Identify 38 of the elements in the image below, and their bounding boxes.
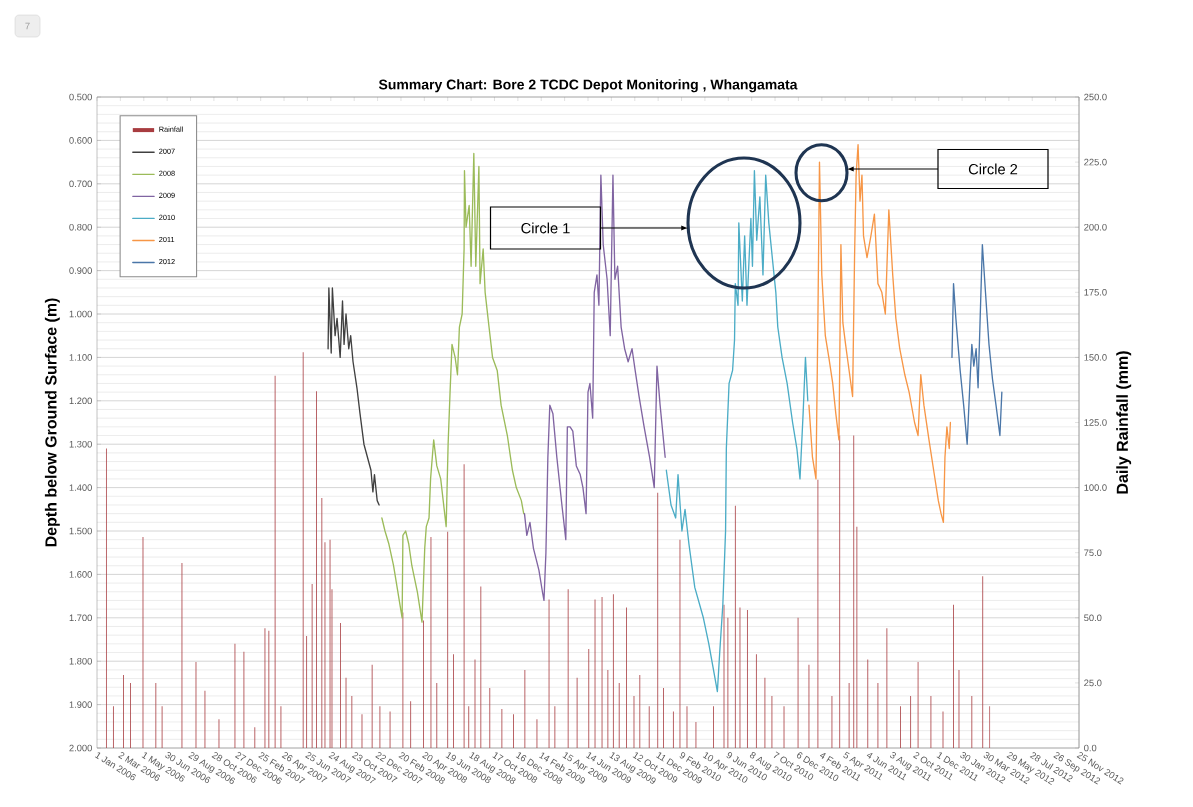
y-axis-title: Depth below Ground Surface (m) xyxy=(44,298,60,547)
y2-tick-label: 50.0 xyxy=(1084,614,1102,622)
chart-title: Summary Chart: Bore 2 TCDC Depot Monitoring , Whangamata xyxy=(378,79,798,93)
y-tick-label: 1.400 xyxy=(69,484,92,491)
y-tick-label: 1.900 xyxy=(69,701,92,708)
line-series xyxy=(951,243,1003,445)
y-tick-label: 1.800 xyxy=(69,657,92,665)
y-tick-label: 1.200 xyxy=(69,397,92,405)
line-series xyxy=(327,287,380,506)
y2-tick-label: 250.0 xyxy=(1084,93,1107,101)
annotation: Circle 1 xyxy=(521,222,570,234)
y-tick-label: 0.500 xyxy=(69,93,92,101)
y-tick-label: 1.700 xyxy=(69,614,92,622)
y2-axis-title: Daily Rainfall (mm) xyxy=(1116,351,1132,494)
y2-tick-label: 75.0 xyxy=(1084,549,1102,556)
text: 7 xyxy=(25,22,30,30)
line-series xyxy=(523,174,666,602)
annotation: Circle 2 xyxy=(968,163,1018,175)
line-series xyxy=(808,144,952,523)
y2-tick-label: 125.0 xyxy=(1084,419,1107,426)
y-tick-label: 2.000 xyxy=(69,744,92,752)
y-tick-label: 1.500 xyxy=(69,527,92,535)
y2-tick-label: 150.0 xyxy=(1084,354,1107,361)
y2-tick-label: 225.0 xyxy=(1084,158,1107,166)
y-tick-label: 0.800 xyxy=(69,223,92,231)
y-tick-label: 1.300 xyxy=(69,440,92,448)
y2-tick-label: 25.0 xyxy=(1084,679,1102,687)
y-tick-label: 0.600 xyxy=(69,137,92,144)
y2-tick-label: 200.0 xyxy=(1084,223,1107,231)
y-tick-label: 0.900 xyxy=(69,267,92,274)
y2-tick-label: 100.0 xyxy=(1084,484,1107,491)
y2-tick-label: 175.0 xyxy=(1084,289,1107,296)
line-series xyxy=(665,170,809,693)
y-tick-label: 1.600 xyxy=(69,571,92,578)
y-tick-label: 0.700 xyxy=(69,180,92,188)
y-tick-label: 1.100 xyxy=(69,354,92,361)
y-tick-label: 1.000 xyxy=(69,310,92,318)
y2-tick-label: 0.0 xyxy=(1084,744,1097,752)
